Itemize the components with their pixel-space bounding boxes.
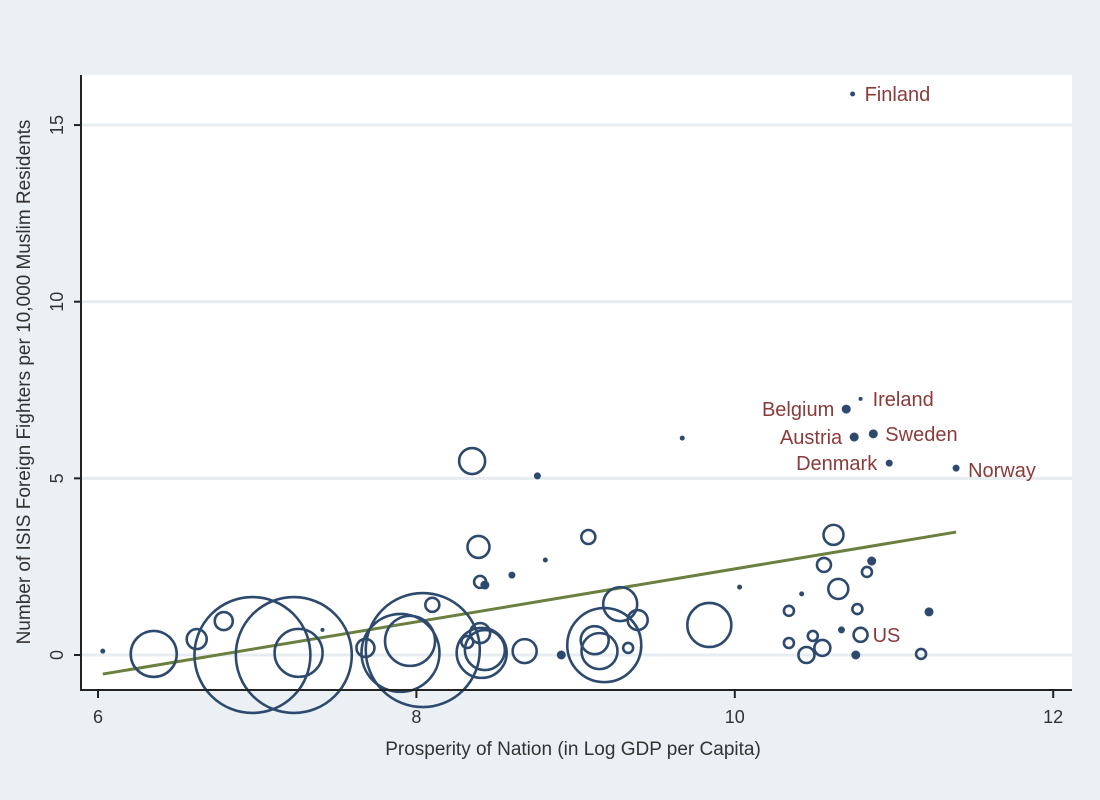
y-tick-label: 10 — [47, 292, 67, 312]
point-label: Sweden — [885, 424, 957, 446]
bubble-marker — [782, 604, 796, 618]
point-label: Finland — [865, 84, 931, 106]
point-label: US — [873, 625, 901, 647]
bubble-marker — [455, 626, 508, 680]
bubble-marker — [679, 435, 685, 441]
bubble-marker — [466, 534, 491, 560]
y-tick-label: 0 — [47, 650, 67, 660]
bubble-marker — [580, 528, 597, 546]
bubble-marker — [542, 557, 548, 563]
bubble-marker — [822, 523, 845, 547]
bubble-marker — [885, 459, 893, 467]
bubble-marker — [100, 648, 106, 654]
bubble-marker — [952, 464, 960, 472]
bubble-marker — [799, 591, 805, 597]
bubble-marker — [213, 610, 235, 632]
bubble-marker — [686, 601, 733, 649]
bubble-marker — [511, 637, 538, 665]
bubble-marker — [782, 636, 796, 650]
point-label: Denmark — [796, 453, 878, 475]
point-label: Norway — [968, 460, 1036, 482]
bubble-marker — [360, 612, 441, 694]
bubble-marker — [797, 645, 816, 665]
bubble-marker — [273, 627, 324, 679]
bubble-marker — [924, 607, 934, 617]
bubble-marker — [868, 429, 878, 439]
bubble-marker — [626, 608, 649, 632]
bubble-marker — [851, 650, 861, 660]
plot-area — [81, 75, 1072, 690]
bubble-marker — [851, 602, 864, 616]
bubble-marker — [837, 626, 845, 634]
bubble-marker — [193, 595, 312, 715]
bubble-marker — [460, 634, 475, 650]
fitted-line — [102, 530, 957, 676]
bubble-marker — [860, 565, 874, 579]
point-label: Belgium — [762, 399, 834, 421]
bubble-marker — [508, 571, 516, 579]
bubble-marker — [601, 585, 639, 623]
bubble-marker — [852, 626, 869, 644]
bubble-marker — [533, 472, 541, 480]
bubble-marker — [480, 580, 490, 590]
bubble-marker — [813, 638, 832, 658]
bubble-marker — [849, 432, 859, 442]
x-tick-label: 8 — [411, 707, 421, 727]
bubble-marker — [621, 641, 635, 655]
bubble-marker — [806, 629, 820, 643]
y-axis-label: Number of ISIS Foreign Fighters per 10,0… — [14, 120, 35, 645]
bubble-marker — [185, 627, 209, 651]
point-label: Ireland — [873, 389, 934, 411]
bubble-marker — [463, 628, 507, 672]
bubble-marker — [364, 591, 482, 709]
bubble-marker — [914, 647, 928, 661]
bubble-marker — [234, 595, 354, 715]
y-tick-label: 15 — [47, 115, 67, 135]
point-label: Austria — [780, 427, 843, 449]
x-axis-label: Prosperity of Nation (in Log GDP per Cap… — [385, 739, 761, 760]
bubble-marker — [815, 556, 833, 574]
bubble-marker — [850, 91, 856, 97]
bubble-marker — [841, 404, 851, 414]
bubble-marker — [556, 650, 566, 660]
bubble-marker — [129, 629, 179, 679]
bubble-marker — [867, 556, 877, 566]
bubble-marker — [826, 577, 850, 601]
bubble-marker — [457, 446, 487, 476]
bubble-marker — [468, 621, 492, 645]
bubble-marker — [858, 396, 863, 401]
bubble-marker — [737, 584, 743, 590]
bubble-marker — [579, 624, 611, 656]
bubble-marker — [424, 596, 441, 614]
x-tick-label: 12 — [1043, 707, 1063, 727]
x-tick-label: 10 — [725, 707, 745, 727]
bubble-marker — [320, 627, 325, 632]
x-tick-label: 6 — [93, 707, 103, 727]
bubble-marker — [580, 631, 619, 671]
y-tick-label: 5 — [47, 473, 67, 483]
